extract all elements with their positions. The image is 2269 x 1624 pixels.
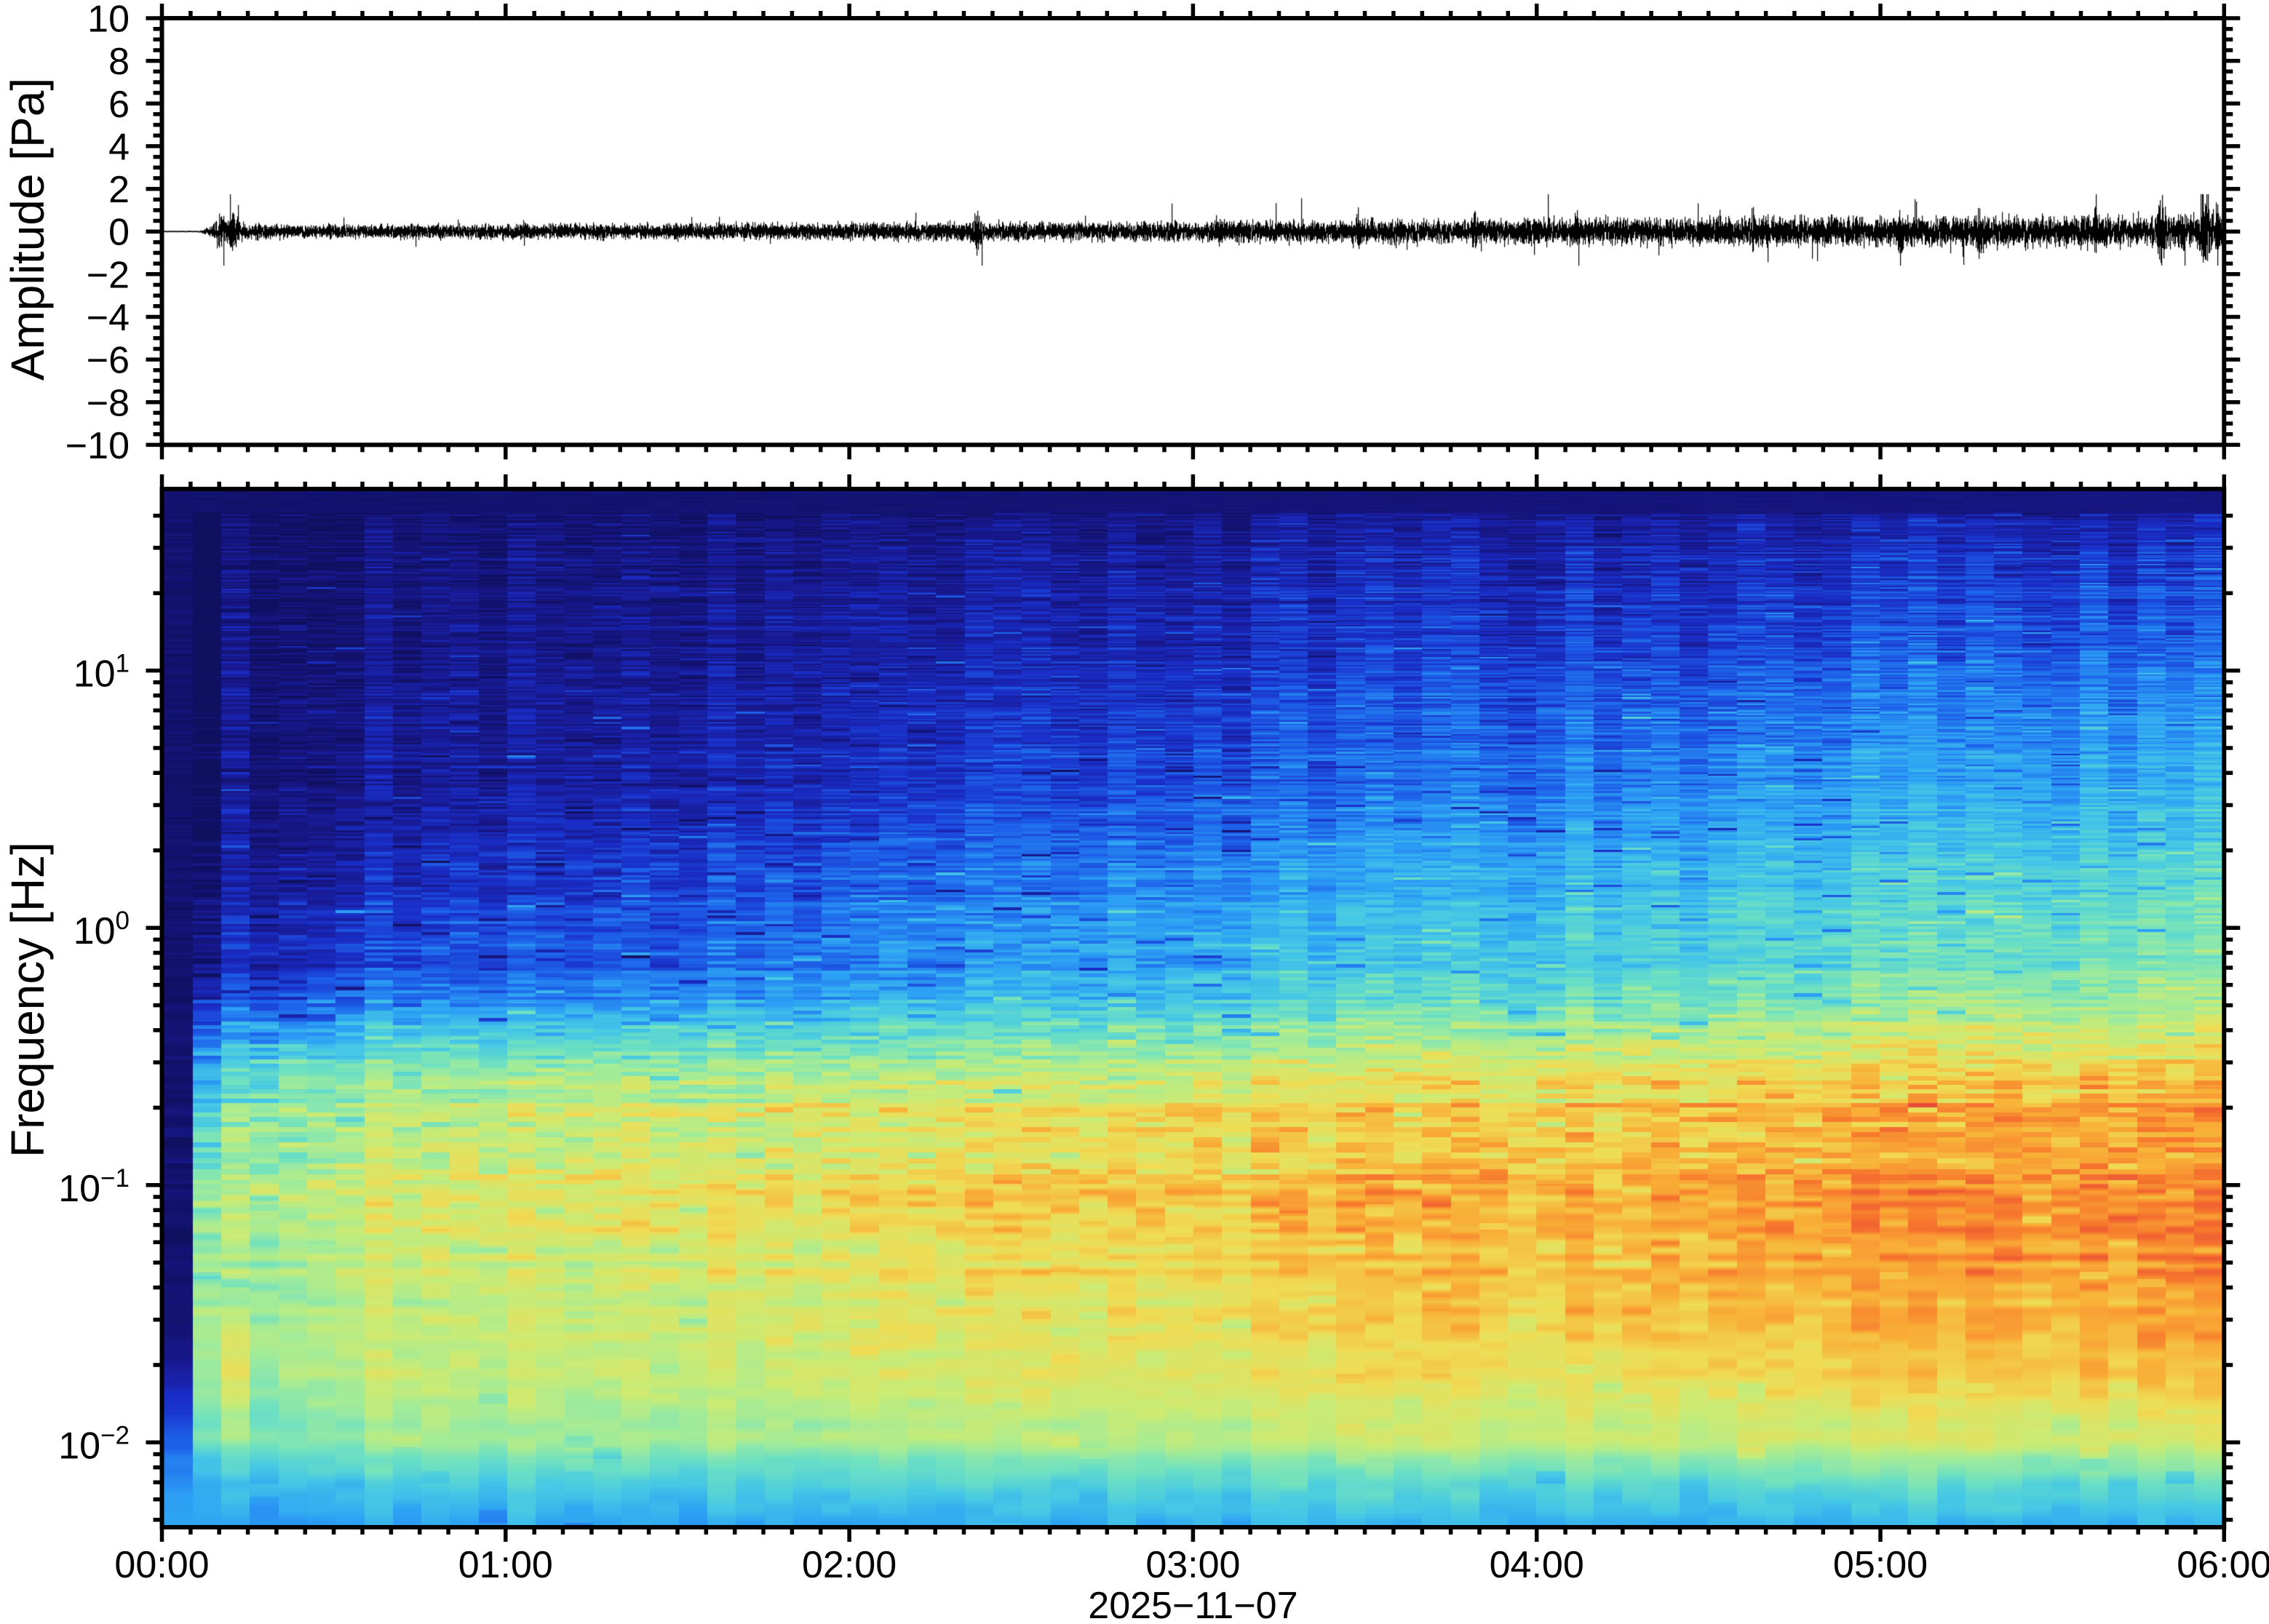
svg-text:−10: −10	[65, 425, 130, 467]
svg-text:4: 4	[108, 126, 130, 168]
svg-text:01:00: 01:00	[458, 1544, 553, 1586]
svg-text:06:00: 06:00	[2177, 1544, 2269, 1586]
svg-text:8: 8	[108, 41, 130, 83]
svg-text:−8: −8	[87, 382, 130, 424]
svg-text:10−1: 10−1	[58, 1164, 130, 1210]
svg-text:Amplitude [Pa]: Amplitude [Pa]	[1, 78, 54, 381]
svg-text:00:00: 00:00	[114, 1544, 209, 1586]
svg-text:03:00: 03:00	[1145, 1544, 1240, 1586]
svg-text:−2: −2	[87, 254, 130, 296]
svg-text:05:00: 05:00	[1833, 1544, 1928, 1586]
svg-text:−6: −6	[87, 340, 130, 382]
svg-text:0: 0	[108, 212, 130, 254]
svg-text:02:00: 02:00	[802, 1544, 897, 1586]
svg-text:6: 6	[108, 84, 130, 126]
svg-text:04:00: 04:00	[1490, 1544, 1584, 1586]
svg-text:Frequency [Hz]: Frequency [Hz]	[1, 842, 54, 1158]
svg-text:10−2: 10−2	[58, 1421, 130, 1467]
svg-text:−4: −4	[87, 297, 130, 339]
svg-text:101: 101	[73, 650, 130, 696]
svg-text:10: 10	[87, 0, 130, 41]
svg-text:100: 100	[73, 907, 130, 952]
svg-text:2: 2	[108, 169, 130, 211]
svg-text:2025−11−07: 2025−11−07	[1088, 1585, 1298, 1624]
